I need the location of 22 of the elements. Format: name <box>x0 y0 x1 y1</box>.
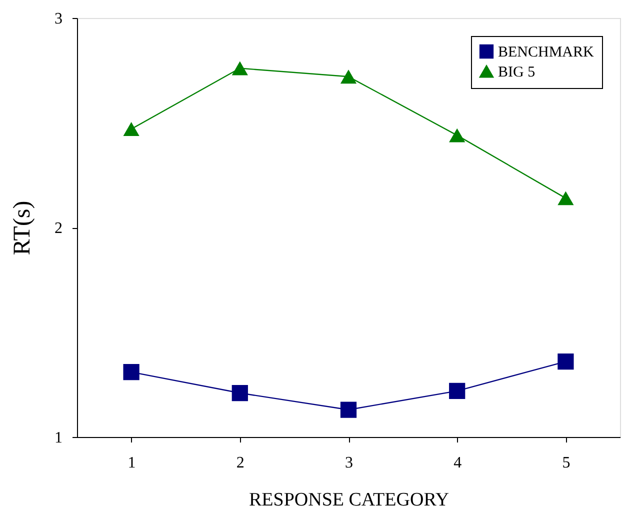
point <box>123 364 140 380</box>
y-tick-label: 1 <box>54 430 62 446</box>
point <box>558 191 574 206</box>
point <box>340 70 357 84</box>
point <box>340 402 357 418</box>
y-tick-label: 3 <box>54 10 62 28</box>
y-axis-title: RT(s) <box>10 200 36 256</box>
x-tick-label: 2 <box>236 454 244 472</box>
point <box>232 384 248 402</box>
x-tick-label: 1 <box>128 454 136 472</box>
x-tick-label: 4 <box>454 454 462 472</box>
x-axis-title: RESPONSE CATEGORY <box>248 490 450 510</box>
legend-label: BENCHMARK <box>498 44 594 60</box>
point <box>449 382 466 399</box>
legend-label: BIG 5 <box>498 64 536 80</box>
point <box>123 122 140 136</box>
point <box>232 61 248 76</box>
point <box>558 354 574 370</box>
y-tick-label: 2 <box>54 220 62 237</box>
point <box>449 128 466 142</box>
x-tick-label: 5 <box>562 454 570 472</box>
x-tick-label: 3 <box>345 454 353 472</box>
